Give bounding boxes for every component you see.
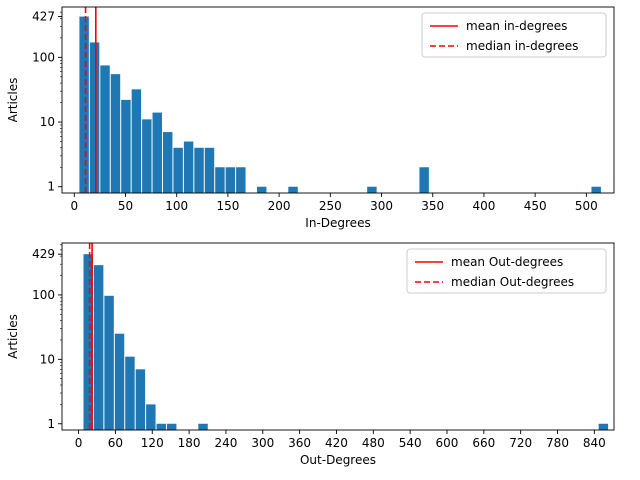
x-tick-label: 540 — [399, 436, 422, 450]
histogram-bar — [131, 89, 142, 193]
plot-frame — [61, 6, 615, 194]
x-tick-label: 0 — [75, 436, 83, 450]
in-degree-histogram: 0 50 100 150 200 250 300 350 400 450 500 1 10 100 427 I… — [6, 6, 615, 230]
plot-frame — [61, 242, 615, 431]
histogram-bar — [198, 423, 208, 430]
histogram-bar — [162, 132, 173, 193]
histogram-bar — [591, 186, 601, 193]
histogram-bar — [100, 65, 110, 193]
histogram-bar — [104, 295, 114, 430]
x-tick-label: 200 — [268, 199, 291, 213]
histogram-bar — [598, 423, 609, 430]
x-tick-label: 240 — [214, 436, 237, 450]
histogram-bar — [135, 369, 146, 430]
histogram-bar — [152, 112, 162, 193]
x-tick-label: 780 — [546, 436, 569, 450]
x-tick-label: 660 — [472, 436, 495, 450]
histogram-bar — [79, 16, 89, 194]
legend-label: median in-degrees — [466, 39, 578, 53]
x-tick-label: 150 — [216, 199, 239, 213]
x-tick-label: 350 — [421, 199, 444, 213]
x-tick-label: 420 — [325, 436, 348, 450]
x-tick-label: 250 — [319, 199, 342, 213]
histogram-bar — [121, 99, 131, 193]
legend-label: median Out-degrees — [451, 275, 574, 289]
y-axis-label: Articles — [6, 78, 20, 123]
histogram-bar — [183, 141, 194, 193]
x-axis-label: Out-Degrees — [300, 453, 376, 467]
x-tick-label: 60 — [108, 436, 123, 450]
histogram-bar — [256, 186, 267, 193]
x-tick-label: 120 — [141, 436, 164, 450]
legend-box — [421, 12, 607, 58]
x-tick-label: 300 — [251, 436, 274, 450]
y-axis-label: Articles — [6, 314, 20, 359]
histogram-bar — [236, 167, 246, 193]
histogram-bar — [125, 356, 135, 430]
histogram-bar — [367, 186, 377, 193]
histogram-bar — [225, 167, 236, 193]
x-tick-label: 180 — [178, 436, 201, 450]
x-tick-label: 100 — [165, 199, 188, 213]
x-tick-label: 300 — [370, 199, 393, 213]
y-tick-label: 1 — [47, 417, 55, 431]
legend-label: mean Out-degrees — [451, 255, 563, 269]
histogram-bar — [83, 254, 93, 430]
y-tick-label: 427 — [32, 10, 55, 24]
legend-label: mean in-degrees — [466, 19, 567, 33]
x-tick-label: 360 — [288, 436, 311, 450]
x-tick-label: 840 — [583, 436, 606, 450]
x-tick-label: 0 — [70, 199, 78, 213]
x-tick-label: 50 — [118, 199, 133, 213]
y-tick-label: 100 — [32, 50, 55, 64]
y-tick-label: 1 — [47, 180, 55, 194]
histogram-bar — [146, 404, 156, 430]
histogram-bar — [156, 423, 166, 430]
legend: mean Out-degrees median Out-degrees — [406, 248, 607, 294]
histogram-bar — [215, 167, 225, 193]
x-tick-label: 400 — [472, 199, 495, 213]
x-tick-label: 600 — [436, 436, 459, 450]
histogram-bar — [194, 147, 204, 193]
histogram-bar — [166, 423, 177, 430]
y-tick-label: 10 — [40, 115, 55, 129]
histogram-bar — [204, 147, 215, 193]
histogram-bar — [89, 42, 100, 194]
x-tick-label: 500 — [575, 199, 598, 213]
x-tick-label: 720 — [509, 436, 532, 450]
histogram-bar — [110, 74, 121, 193]
out-degree-histogram: 0 60 120 180 240 300 360 420 480 540 600 660 720 780 8… — [6, 242, 615, 467]
x-tick-label: 450 — [524, 199, 547, 213]
histogram-bar — [142, 119, 152, 193]
histogram-bar — [93, 265, 104, 430]
histogram-bar — [419, 167, 429, 193]
histogram-bar — [173, 147, 183, 193]
x-tick-label: 480 — [362, 436, 385, 450]
y-tick-label: 10 — [40, 352, 55, 366]
y-tick-label: 429 — [32, 247, 55, 261]
histogram-bar — [288, 186, 298, 193]
legend-box — [406, 248, 607, 294]
x-axis-label: In-Degrees — [305, 216, 370, 230]
histogram-bar — [114, 333, 125, 430]
legend: mean in-degrees median in-degrees — [421, 12, 607, 58]
y-tick-label: 100 — [32, 288, 55, 302]
